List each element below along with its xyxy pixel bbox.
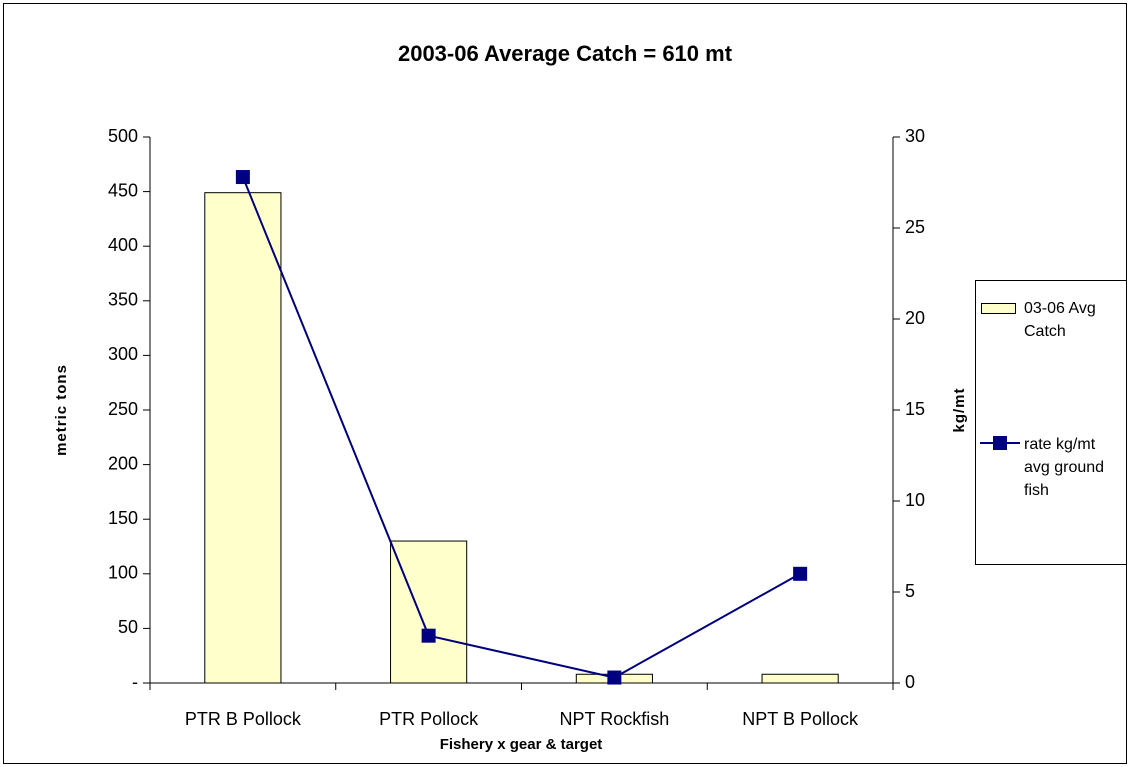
y2-tick-label: 20 <box>905 308 925 328</box>
y-tick-label: 100 <box>108 563 138 583</box>
y2-tick-label: 25 <box>905 217 925 237</box>
legend: 03-06 Avg Catch rate kg/mt avg ground fi… <box>975 280 1127 565</box>
y2-tick-label: 15 <box>905 399 925 419</box>
y-tick-label: 200 <box>108 453 138 473</box>
x-tick-label: PTR Pollock <box>379 709 479 729</box>
bar <box>761 673 839 684</box>
legend-label: 03-06 Avg Catch <box>1024 300 1096 340</box>
line <box>241 176 801 679</box>
chart-title: 2003-06 Average Catch = 610 mt <box>398 41 733 66</box>
bar <box>204 192 282 684</box>
y-tick-label: 250 <box>108 399 138 419</box>
legend-swatch-line <box>980 436 1020 450</box>
x-tick-label: PTR B Pollock <box>185 709 302 729</box>
legend-label: rate kg/mt avg ground fish <box>1024 436 1105 499</box>
bar <box>390 540 468 684</box>
y-tick-label: 450 <box>108 180 138 200</box>
y-tick-label: 500 <box>108 126 138 146</box>
x-tick-label: NPT B Pollock <box>742 709 859 729</box>
y2-axis-title: kg/mt <box>951 387 968 432</box>
y2-tick-label: 5 <box>905 581 915 601</box>
x-tick-label: NPT Rockfish <box>560 709 670 729</box>
legend-swatch-bar <box>981 303 1016 314</box>
y-tick-label: 50 <box>118 617 138 637</box>
y2-tick-label: 0 <box>905 672 915 692</box>
x-axis-title: Fishery x gear & target <box>440 736 603 753</box>
line-marker <box>793 566 808 581</box>
y2-tick-label: 30 <box>905 126 925 146</box>
y-tick-label: 150 <box>108 508 138 528</box>
line-marker <box>607 670 622 685</box>
chart-frame <box>3 3 1127 764</box>
y-tick-label: - <box>132 672 138 692</box>
y-tick-label: 400 <box>108 235 138 255</box>
y2-tick-label: 10 <box>905 490 925 510</box>
y-tick-label: 350 <box>108 290 138 310</box>
y-axis-title: metric tons <box>53 364 70 456</box>
line-marker <box>421 628 436 643</box>
line-marker <box>235 170 250 185</box>
y-tick-label: 300 <box>108 344 138 364</box>
